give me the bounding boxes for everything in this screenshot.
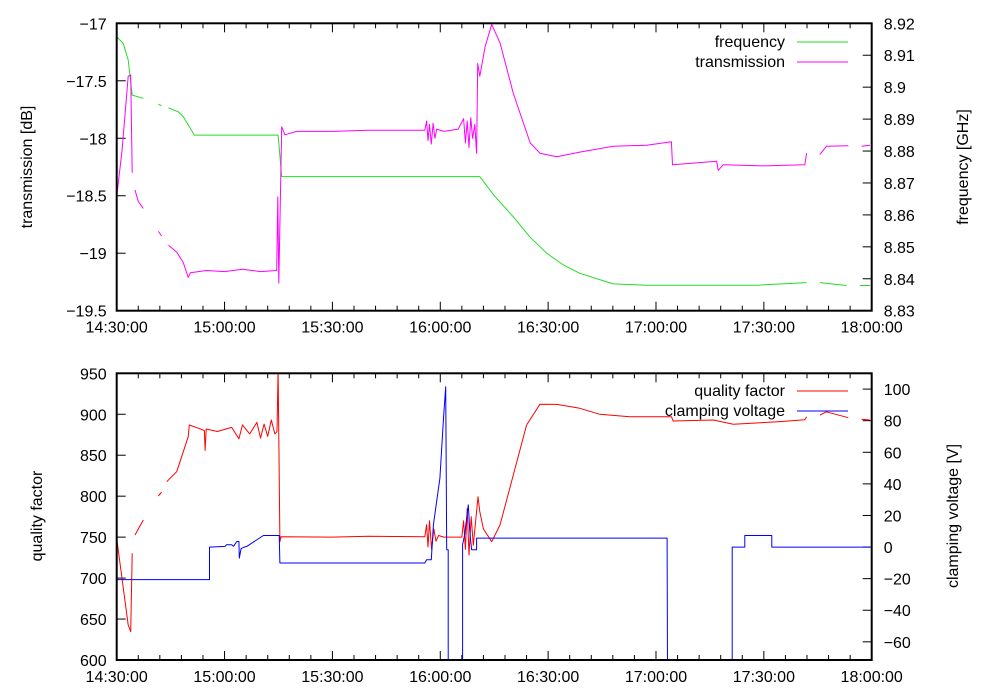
y-tick-label: 800 — [80, 489, 107, 506]
y2-tick-label: −40 — [884, 603, 911, 620]
quality-clamping-panel: quality factor clamping voltage [V] 14:3… — [29, 366, 962, 686]
series-line-transmission — [168, 23, 808, 284]
series-line-transmission — [116, 74, 133, 197]
legend-label: clamping voltage — [665, 403, 785, 420]
y2-tick-label: 0 — [884, 540, 893, 557]
series-line-frequency — [819, 282, 847, 286]
series-group — [116, 373, 870, 660]
y-tick-label: −19.5 — [66, 304, 107, 321]
y-tick-label: 900 — [80, 407, 107, 424]
x-tick-label: 17:30:00 — [733, 669, 795, 686]
x-tick-label: 14:30:00 — [86, 320, 148, 337]
y-tick-label: 750 — [80, 530, 107, 547]
series-group — [116, 23, 870, 286]
y-tick-label: 650 — [80, 612, 107, 629]
series-line-clamping-voltage — [116, 386, 870, 660]
y2-tick-label: 8.89 — [884, 112, 915, 129]
series-line-transmission — [134, 189, 144, 209]
y-tick-label: −17.5 — [66, 74, 107, 91]
y2-tick-label: −20 — [884, 572, 911, 589]
series-line-frequency — [158, 103, 162, 107]
x-tick-label: 17:00:00 — [625, 669, 687, 686]
y-tick-label: −18.5 — [66, 189, 107, 206]
series-line-frequency — [116, 36, 144, 99]
y2-tick-label: 8.92 — [884, 16, 915, 33]
series-line-quality-factor — [116, 538, 133, 633]
x-tick-label: 18:00:00 — [841, 669, 903, 686]
series-line-quality-factor — [861, 418, 870, 421]
series-line-transmission — [819, 145, 849, 155]
y-tick-label: 700 — [80, 571, 107, 588]
y-axis-label: transmission [dB] — [19, 106, 36, 229]
y2-tick-label: 8.86 — [884, 208, 915, 225]
plot-frame — [115, 372, 873, 661]
y-tick-label: 950 — [80, 366, 107, 383]
x-tick-label: 15:30:00 — [301, 320, 363, 337]
y2-tick-label: 8.9 — [884, 80, 906, 97]
y2-tick-label: 20 — [884, 508, 902, 525]
y-axis-label: quality factor — [29, 470, 46, 561]
y2-tick-label: 8.83 — [884, 304, 915, 321]
x-tick-label: 18:00:00 — [841, 320, 903, 337]
y2-tick-label: 8.91 — [884, 48, 915, 65]
series-line-quality-factor — [819, 411, 849, 419]
y2-tick-label: 8.87 — [884, 176, 915, 193]
transmission-frequency-panel: transmission [dB] frequency [GHz] 14:30:… — [19, 16, 972, 336]
series-line-frequency — [168, 107, 807, 286]
series-line-quality-factor — [158, 491, 162, 497]
legend-label: transmission — [695, 54, 785, 71]
y2-tick-label: 8.84 — [884, 272, 915, 289]
y-tick-label: −18 — [80, 131, 107, 148]
x-tick-label: 17:30:00 — [733, 320, 795, 337]
series-line-transmission — [157, 231, 163, 237]
series-line-transmission — [861, 144, 870, 147]
y2-tick-label: 60 — [884, 445, 902, 462]
x-tick-label: 14:30:00 — [86, 669, 148, 686]
y2-tick-label: 8.88 — [884, 144, 915, 161]
y2-tick-label: 80 — [884, 414, 902, 431]
y2-tick-label: −60 — [884, 635, 911, 652]
y2-axis-label: clamping voltage [V] — [945, 444, 962, 588]
x-tick-label: 15:30:00 — [301, 669, 363, 686]
legend-label: quality factor — [694, 383, 785, 400]
y2-tick-label: 100 — [884, 382, 911, 399]
y-tick-label: −19 — [80, 246, 107, 263]
y-tick-label: 600 — [80, 653, 107, 670]
x-tick-label: 15:00:00 — [193, 669, 255, 686]
y2-tick-label: 8.85 — [884, 240, 915, 257]
x-tick-label: 16:30:00 — [517, 320, 579, 337]
x-tick-label: 15:00:00 — [193, 320, 255, 337]
x-tick-label: 17:00:00 — [625, 320, 687, 337]
y2-tick-label: 40 — [884, 477, 902, 494]
y-tick-label: −17 — [80, 16, 107, 33]
plot-frame — [115, 22, 873, 312]
x-tick-label: 16:00:00 — [409, 669, 471, 686]
y2-axis-label: frequency [GHz] — [955, 109, 972, 225]
legend-label: frequency — [715, 34, 785, 51]
series-line-quality-factor — [134, 519, 144, 536]
x-tick-label: 16:30:00 — [517, 669, 579, 686]
y-tick-label: 850 — [80, 448, 107, 465]
x-tick-label: 16:00:00 — [409, 320, 471, 337]
